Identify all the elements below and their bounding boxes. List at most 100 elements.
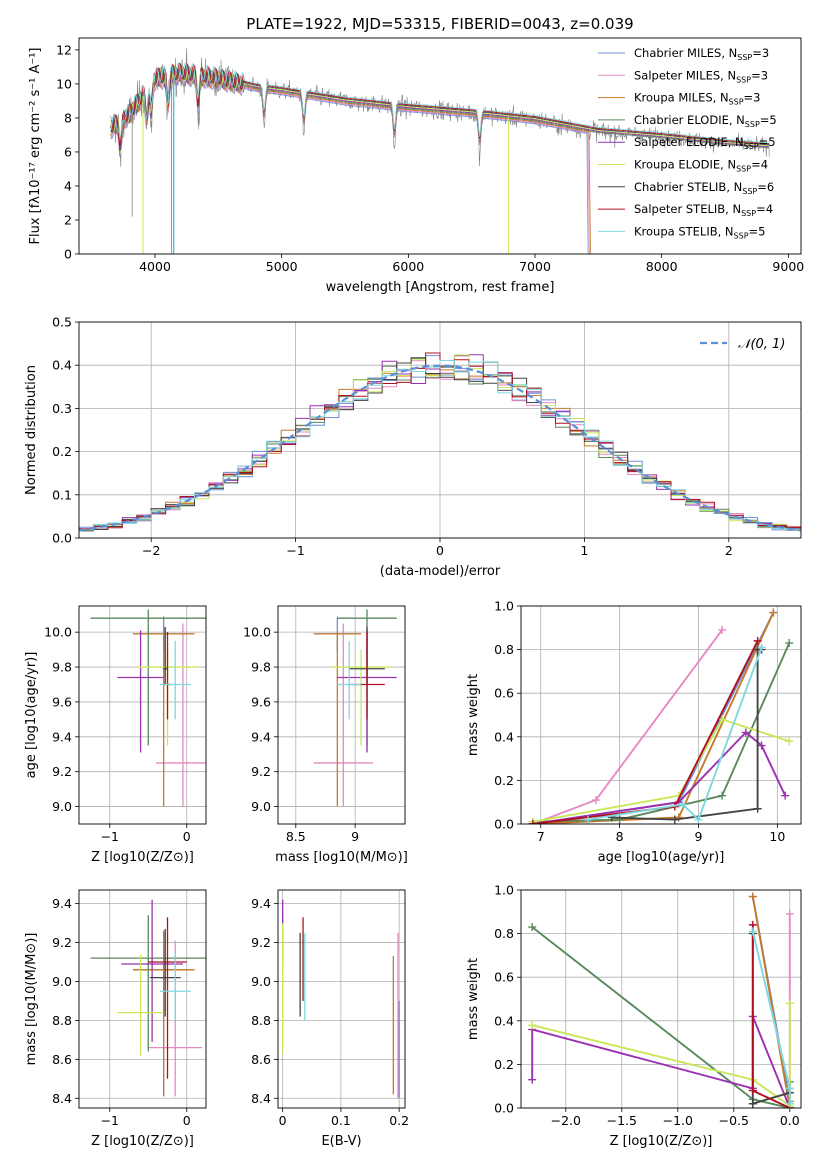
error-bar-point xyxy=(132,632,195,807)
plot-area xyxy=(110,48,770,254)
model-spectrum-line xyxy=(110,62,770,146)
x-tick-label: −1 xyxy=(101,829,119,844)
mass-weight-line xyxy=(532,718,790,823)
legend-label: Salpeter MILES, NSSP=3 xyxy=(634,68,768,84)
x-tick-label: 0 xyxy=(436,543,444,558)
x-tick-label: −0.5 xyxy=(719,1113,749,1128)
plus-marker xyxy=(748,1086,757,1095)
x-tick-label: 4000 xyxy=(139,259,171,274)
error-bar-point xyxy=(148,917,187,1079)
plus-marker xyxy=(748,1099,757,1108)
y-tick-label: 1.0 xyxy=(494,599,514,614)
y-tick-label: 9.8 xyxy=(52,660,72,675)
y-tick-label: 0.4 xyxy=(52,358,72,373)
y-tick-label: 1.0 xyxy=(494,883,514,898)
legend-label: Salpeter ELODIE, NSSP=5 xyxy=(634,135,776,151)
plot-area xyxy=(528,892,794,1108)
x-tick-label: 0.0 xyxy=(780,1113,800,1128)
y-tick-label: 9.0 xyxy=(251,799,271,814)
y-tick-label: 0.0 xyxy=(494,1101,514,1116)
y-tick-label: 9.6 xyxy=(52,694,72,709)
plus-marker xyxy=(748,927,757,936)
y-tick-label: 9.4 xyxy=(251,896,271,911)
x-tick-label: −2.0 xyxy=(551,1113,581,1128)
y-tick-label: 9.0 xyxy=(52,799,72,814)
y-tick-label: 4 xyxy=(64,178,72,193)
x-tick-label: 10 xyxy=(769,829,785,844)
y-tick-label: 8.4 xyxy=(251,1091,271,1106)
x-tick-label: 7000 xyxy=(519,259,551,274)
plus-marker xyxy=(757,741,766,750)
x-axis-label: age [log10(age/yr)] xyxy=(598,850,725,865)
y-tick-label: 9.4 xyxy=(251,729,271,744)
error-bar-point xyxy=(313,623,373,807)
plus-marker xyxy=(678,800,687,809)
mass-weight-line xyxy=(587,647,763,822)
plus-marker xyxy=(753,636,762,645)
x-tick-label: 0 xyxy=(279,1113,287,1128)
mass-weight-vs-metallicity-panel: −2.0 −1.5 −1.0 −0.5 0.0 0.0 0.2 0.4 0.6 0.8 1.0 Z [… xyxy=(466,883,802,1149)
y-axis-label: mass weight xyxy=(466,958,481,1040)
axes-frame xyxy=(78,37,802,255)
y-tick-label: 0.5 xyxy=(52,315,72,330)
x-tick-label: 2 xyxy=(725,543,733,558)
y-tick-label: 0.2 xyxy=(494,773,514,788)
x-tick-label: −1 xyxy=(101,1113,119,1128)
plus-marker xyxy=(753,804,762,813)
axes-frame xyxy=(78,889,207,1109)
plus-marker xyxy=(785,639,794,648)
spectrum-legend: Chabrier MILES, NSSP=3 Salpeter MILES, NS… xyxy=(598,46,777,240)
x-tick-label: 9 xyxy=(351,829,359,844)
x-tick-label: 8.5 xyxy=(286,829,306,844)
x-axis-label: (data-model)/error xyxy=(380,564,501,579)
plus-marker xyxy=(769,608,778,617)
error-bar-point xyxy=(121,899,183,1042)
x-axis-label: E(B-V) xyxy=(321,1134,361,1149)
age-vs-metallicity-panel: −1 0 9.0 9.2 9.4 9.6 9.8 10.0 Z [log10(Z/Z⊙)] age… xyxy=(24,605,207,865)
plus-marker xyxy=(528,1021,537,1030)
x-tick-label: 5000 xyxy=(266,259,298,274)
plus-marker xyxy=(528,820,537,824)
plus-marker xyxy=(591,796,600,805)
plus-marker xyxy=(785,1099,794,1108)
plus-marker xyxy=(781,791,790,800)
plus-marker xyxy=(528,1075,537,1084)
plus-marker xyxy=(718,625,727,634)
legend-label: Kroupa ELODIE, NSSP=4 xyxy=(634,158,768,174)
x-tick-label: 0.2 xyxy=(389,1113,409,1128)
y-axis-label: Flux [fλ10⁻¹⁷ erg cm⁻² s⁻¹ A⁻¹] xyxy=(28,48,43,245)
y-axis-label: age [log10(age/yr)] xyxy=(24,652,39,779)
model-spectrum-line xyxy=(110,65,770,152)
plot-area xyxy=(90,609,206,807)
mass-weight-vs-age-panel: 7 8 9 10 0.0 0.2 0.4 0.6 0.8 1.0 age [log10(age/yr… xyxy=(466,599,802,865)
plus-marker xyxy=(741,728,750,737)
y-tick-label: 10.0 xyxy=(243,625,271,640)
y-tick-label: 8.8 xyxy=(52,1013,72,1028)
x-tick-label: 9000 xyxy=(772,259,804,274)
y-tick-label: 9.0 xyxy=(52,974,72,989)
axes-frame xyxy=(520,889,802,1109)
hist-legend-label: 𝒩(0, 1) xyxy=(738,337,785,352)
y-tick-label: 8 xyxy=(64,110,72,125)
plot-area xyxy=(79,352,801,538)
plus-marker xyxy=(785,909,794,918)
mass-weight-line xyxy=(751,896,791,1108)
residual-histogram-panel: −2 −1 0 1 2 0.0 0.1 0.2 0.3 0.4 0.5 (data-model)/er… xyxy=(24,315,802,579)
spectrum-panel: 4000 5000 6000 7000 8000 9000 0 2 4 6 8 10 12 wavelen… xyxy=(28,37,804,295)
plus-marker xyxy=(694,815,703,824)
y-tick-label: 0.2 xyxy=(494,1057,514,1072)
y-axis-label: mass weight xyxy=(466,674,481,756)
x-axis-label: Z [log10(Z/Z⊙)] xyxy=(91,1134,194,1149)
plus-marker xyxy=(785,999,794,1008)
y-tick-label: 2 xyxy=(64,212,72,227)
x-tick-label: 0.1 xyxy=(331,1113,351,1128)
x-axis-label: mass [log10(M/M⊙)] xyxy=(275,850,408,865)
y-tick-label: 8.6 xyxy=(52,1052,72,1067)
y-tick-label: 8.6 xyxy=(251,1052,271,1067)
y-tick-label: 9.8 xyxy=(251,660,271,675)
y-tick-label: 0.6 xyxy=(494,686,514,701)
y-tick-label: 0.4 xyxy=(494,729,514,744)
error-bar-point xyxy=(90,915,206,1052)
figure-title: PLATE=1922, MJD=53315, FIBERID=0043, z=0… xyxy=(246,15,633,33)
